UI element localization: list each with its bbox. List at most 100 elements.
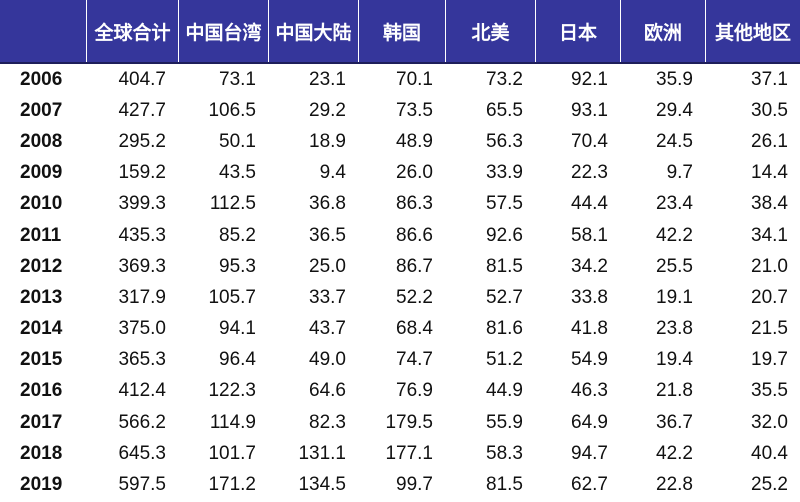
value-cell: 58.1 xyxy=(571,224,608,246)
value-cell: 33.7 xyxy=(309,286,346,308)
value-cell: 48.9 xyxy=(396,130,433,152)
value-cell: 42.2 xyxy=(656,442,693,464)
value-cell: 171.2 xyxy=(208,474,256,496)
value-cell: 92.6 xyxy=(486,224,523,246)
table-row: 2017 566.2 114.9 82.3 179.5 55.9 64.9 36.7 32.0 xyxy=(0,407,800,438)
value-cell: 93.1 xyxy=(571,99,608,121)
value-cell: 114.9 xyxy=(209,411,256,433)
value-cell: 179.5 xyxy=(385,411,433,433)
value-cell: 112.5 xyxy=(209,193,256,215)
value-cell: 21.8 xyxy=(656,380,693,402)
year-cell: 2015 xyxy=(20,349,63,371)
table-row: 2013 317.9 105.7 33.7 52.2 52.7 33.8 19.1 20.7 xyxy=(0,282,800,313)
header-cell: 其他地区 xyxy=(705,0,800,62)
value-cell: 9.4 xyxy=(319,162,346,184)
value-cell: 19.7 xyxy=(751,349,788,371)
value-cell: 42.2 xyxy=(656,224,693,246)
year-cell: 2016 xyxy=(20,380,63,402)
value-cell: 106.5 xyxy=(208,99,256,121)
value-cell: 81.6 xyxy=(486,318,523,340)
value-cell: 20.7 xyxy=(751,286,788,308)
value-cell: 70.1 xyxy=(396,68,433,90)
value-cell: 159.2 xyxy=(118,162,166,184)
value-cell: 19.4 xyxy=(656,349,693,371)
value-cell: 412.4 xyxy=(118,380,166,402)
header-cell: 韩国 xyxy=(358,0,445,62)
value-cell: 44.4 xyxy=(571,193,608,215)
value-cell: 427.7 xyxy=(118,99,166,121)
value-cell: 29.2 xyxy=(309,99,346,121)
value-cell: 95.3 xyxy=(219,255,256,277)
table-row: 2009 159.2 43.5 9.4 26.0 33.9 22.3 9.7 14.4 xyxy=(0,158,800,189)
value-cell: 134.5 xyxy=(298,474,346,496)
year-cell: 2017 xyxy=(20,411,63,433)
year-cell: 2006 xyxy=(20,68,63,90)
table-row: 2014 375.0 94.1 43.7 68.4 81.6 41.8 23.8 21.5 xyxy=(0,314,800,345)
value-cell: 9.7 xyxy=(666,162,693,184)
value-cell: 73.1 xyxy=(219,68,256,90)
value-cell: 96.4 xyxy=(219,349,256,371)
value-cell: 22.3 xyxy=(571,162,608,184)
value-cell: 26.0 xyxy=(396,162,433,184)
value-cell: 58.3 xyxy=(486,442,523,464)
value-cell: 24.5 xyxy=(656,130,693,152)
value-cell: 35.5 xyxy=(751,380,788,402)
value-cell: 73.5 xyxy=(396,99,433,121)
value-cell: 82.3 xyxy=(309,411,346,433)
year-cell: 2014 xyxy=(20,318,63,340)
value-cell: 25.0 xyxy=(309,255,346,277)
value-cell: 94.7 xyxy=(571,442,608,464)
header-cell: 北美 xyxy=(445,0,535,62)
value-cell: 30.5 xyxy=(751,99,788,121)
value-cell: 70.4 xyxy=(571,130,608,152)
table-row: 2012 369.3 95.3 25.0 86.7 81.5 34.2 25.5 21.0 xyxy=(0,251,800,282)
value-cell: 55.9 xyxy=(486,411,523,433)
header-cell: 欧洲 xyxy=(620,0,705,62)
value-cell: 44.9 xyxy=(486,380,523,402)
year-cell: 2007 xyxy=(20,99,63,121)
value-cell: 85.2 xyxy=(219,224,256,246)
year-cell: 2013 xyxy=(20,286,63,308)
value-cell: 36.8 xyxy=(309,193,346,215)
value-cell: 64.9 xyxy=(571,411,608,433)
value-cell: 56.3 xyxy=(486,130,523,152)
value-cell: 34.2 xyxy=(571,255,608,277)
value-cell: 23.4 xyxy=(656,193,693,215)
table-row: 2008 295.2 50.1 18.9 48.9 56.3 70.4 24.5 26.1 xyxy=(0,126,800,157)
value-cell: 35.9 xyxy=(656,68,693,90)
value-cell: 22.8 xyxy=(656,474,693,496)
table-row: 2007 427.7 106.5 29.2 73.5 65.5 93.1 29.4 30.5 xyxy=(0,95,800,126)
value-cell: 43.5 xyxy=(219,162,256,184)
value-cell: 23.8 xyxy=(656,318,693,340)
table-row: 2018 645.3 101.7 131.1 177.1 58.3 94.7 42.2 40.4 xyxy=(0,438,800,469)
value-cell: 25.5 xyxy=(656,255,693,277)
value-cell: 33.9 xyxy=(486,162,523,184)
table-row: 2016 412.4 122.3 64.6 76.9 44.9 46.3 21.8 35.5 xyxy=(0,376,800,407)
value-cell: 86.3 xyxy=(396,193,433,215)
table-row: 2010 399.3 112.5 36.8 86.3 57.5 44.4 23.4 38.4 xyxy=(0,189,800,220)
header-cell: 全球合计 xyxy=(86,0,178,62)
value-cell: 399.3 xyxy=(118,193,166,215)
value-cell: 29.4 xyxy=(656,99,693,121)
value-cell: 36.5 xyxy=(309,224,346,246)
value-cell: 54.9 xyxy=(571,349,608,371)
header-cell: 中国大陆 xyxy=(268,0,358,62)
value-cell: 375.0 xyxy=(118,318,166,340)
value-cell: 49.0 xyxy=(309,349,346,371)
value-cell: 122.3 xyxy=(208,380,256,402)
value-cell: 68.4 xyxy=(396,318,433,340)
year-cell: 2011 xyxy=(20,224,62,246)
value-cell: 14.4 xyxy=(751,162,788,184)
value-cell: 86.7 xyxy=(396,255,433,277)
value-cell: 435.3 xyxy=(118,224,166,246)
value-cell: 81.5 xyxy=(486,474,523,496)
value-cell: 50.1 xyxy=(219,130,256,152)
value-cell: 19.1 xyxy=(656,286,693,308)
value-cell: 86.6 xyxy=(396,224,433,246)
value-cell: 101.7 xyxy=(208,442,256,464)
value-cell: 62.7 xyxy=(571,474,608,496)
value-cell: 73.2 xyxy=(486,68,523,90)
value-cell: 645.3 xyxy=(118,442,166,464)
header-cell: 日本 xyxy=(535,0,620,62)
